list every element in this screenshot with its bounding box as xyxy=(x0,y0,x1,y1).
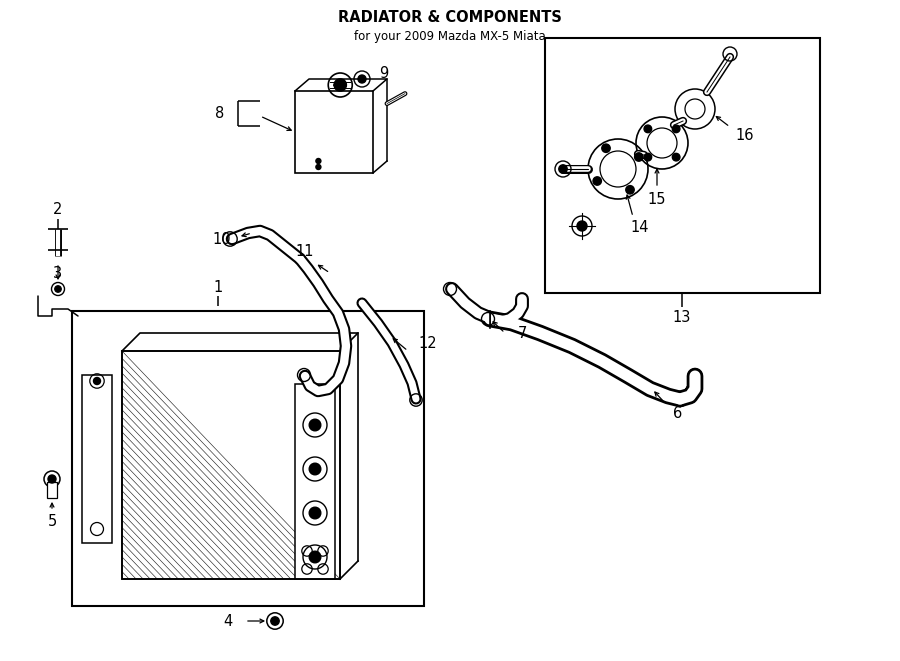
Text: 4: 4 xyxy=(223,613,232,629)
Bar xyxy=(82,375,112,543)
Circle shape xyxy=(358,75,366,83)
Circle shape xyxy=(310,551,320,563)
Circle shape xyxy=(559,165,567,173)
Text: 11: 11 xyxy=(296,243,314,258)
Circle shape xyxy=(634,153,643,161)
Bar xyxy=(122,351,340,579)
Circle shape xyxy=(626,186,634,194)
Circle shape xyxy=(577,221,587,231)
Circle shape xyxy=(334,79,346,91)
Bar xyxy=(47,482,57,498)
Circle shape xyxy=(310,419,320,431)
Text: 8: 8 xyxy=(215,106,225,121)
Text: 14: 14 xyxy=(631,219,649,235)
Circle shape xyxy=(48,475,56,483)
Text: 13: 13 xyxy=(673,309,691,325)
Circle shape xyxy=(644,153,652,161)
Circle shape xyxy=(602,144,610,153)
Text: 7: 7 xyxy=(518,325,526,340)
Circle shape xyxy=(672,125,680,133)
Text: 10: 10 xyxy=(212,231,231,247)
Bar xyxy=(72,311,424,606)
Text: RADIATOR & COMPONENTS: RADIATOR & COMPONENTS xyxy=(338,9,562,24)
Circle shape xyxy=(55,286,61,292)
Circle shape xyxy=(310,463,320,475)
Circle shape xyxy=(316,159,321,163)
Bar xyxy=(545,38,820,293)
Text: 12: 12 xyxy=(418,336,437,350)
Circle shape xyxy=(672,153,680,161)
Text: 6: 6 xyxy=(673,405,682,420)
Bar xyxy=(122,351,340,579)
Text: for your 2009 Mazda MX-5 Miata: for your 2009 Mazda MX-5 Miata xyxy=(354,30,546,42)
Circle shape xyxy=(644,125,652,133)
Circle shape xyxy=(593,176,601,185)
Circle shape xyxy=(310,507,320,519)
Text: 2: 2 xyxy=(53,202,63,217)
Text: 1: 1 xyxy=(213,280,222,295)
Circle shape xyxy=(316,165,321,169)
Circle shape xyxy=(271,617,279,625)
Text: 3: 3 xyxy=(53,266,63,280)
Bar xyxy=(295,384,335,579)
Text: 9: 9 xyxy=(380,65,389,81)
Circle shape xyxy=(94,377,101,385)
Text: 5: 5 xyxy=(48,514,57,529)
Text: 16: 16 xyxy=(736,128,754,143)
Text: 15: 15 xyxy=(648,192,666,206)
Bar xyxy=(295,91,373,173)
